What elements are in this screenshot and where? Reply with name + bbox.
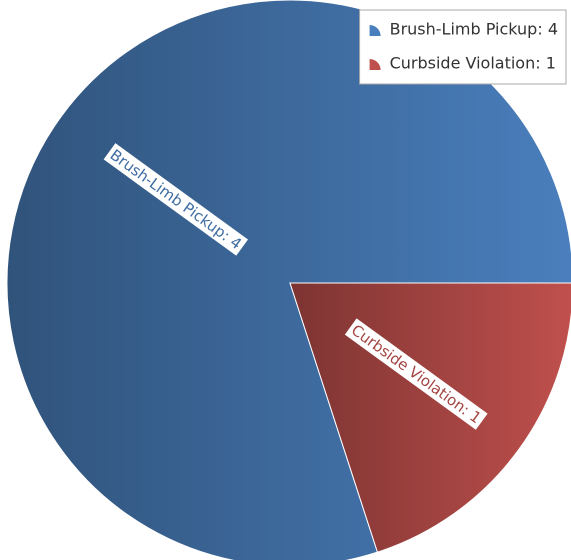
legend: Brush-Limb Pickup: 4 Curbside Violation: … (359, 9, 567, 85)
data-label-bg (103, 143, 248, 256)
legend-label: Curbside Violation: 1 (390, 54, 556, 73)
legend-swatch (369, 59, 381, 70)
pie-slice (6, 0, 571, 560)
legend-box (359, 9, 567, 85)
pie-slice (289, 282, 571, 553)
data-label-bg (344, 318, 488, 430)
legend-swatch (369, 25, 381, 36)
legend-label: Brush-Limb Pickup: 4 (390, 20, 558, 39)
